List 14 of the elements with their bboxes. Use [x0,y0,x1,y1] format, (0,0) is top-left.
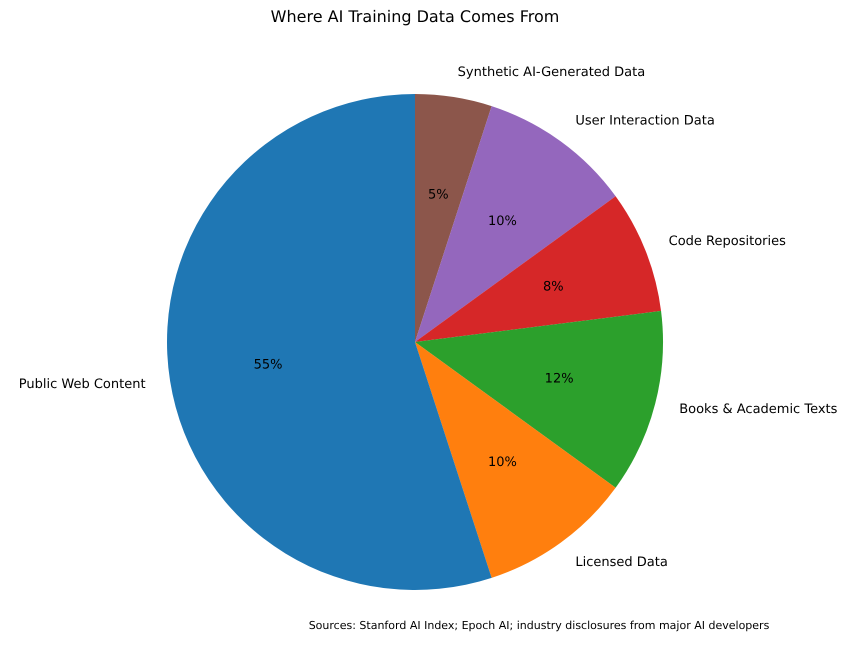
data-label: 55% [254,358,282,373]
slice-label: Licensed Data [575,555,668,570]
chart-title: Where AI Training Data Comes From [270,7,560,26]
data-label: 5% [428,187,449,202]
slice-label: Code Repositories [668,234,786,249]
slice-label: Books & Academic Texts [679,402,838,418]
source-note: Sources: Stanford AI Index; Epoch AI; industry disclosures from major AI developers [308,618,770,632]
data-label: 12% [544,371,574,386]
slice-label: User Interaction Data [575,114,715,129]
data-label: 8% [543,280,564,295]
data-label: 10% [488,214,517,229]
slice-label: Public Web Content [18,377,146,392]
data-label: 10% [488,454,517,470]
slice-label: Synthetic AI-Generated Data [458,64,646,80]
